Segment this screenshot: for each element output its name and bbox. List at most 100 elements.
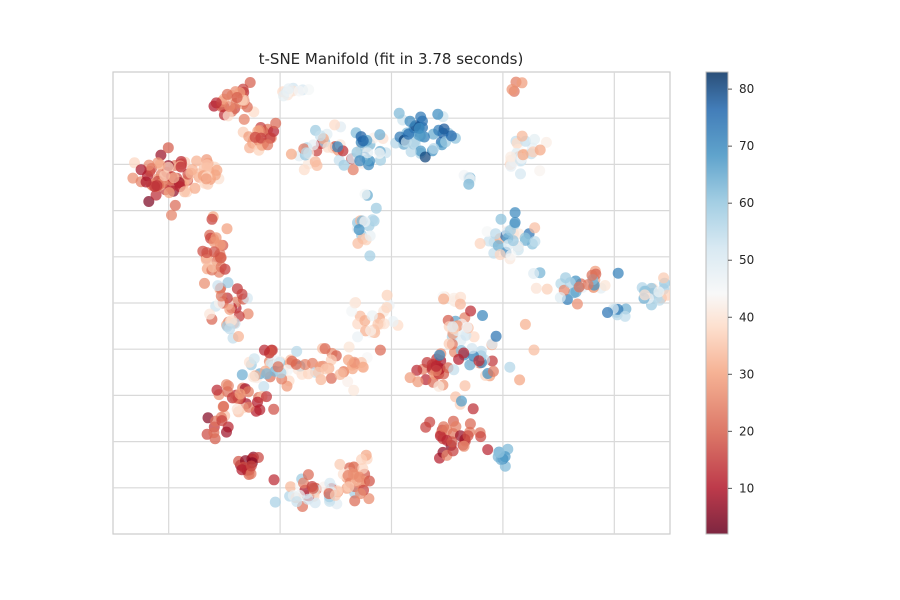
scatter-point [519,232,531,244]
scatter-point [307,139,319,151]
scatter-point [224,101,236,113]
scatter-point [159,170,171,182]
scatter-point [268,474,280,486]
scatter-point [404,115,416,127]
scatter-point [381,302,393,313]
scatter-point [355,488,366,500]
scatter-point [269,496,281,508]
scatter-point [261,368,273,380]
scatter-point [599,280,611,291]
scatter-point [381,289,393,301]
scatter-point [242,386,254,398]
scatter-point [204,308,216,320]
scatter-point [362,147,374,159]
scatter-point [231,92,243,103]
scatter-point [507,235,519,247]
scatter-point [151,180,163,192]
scatter-point [249,131,261,143]
scatter-point [505,151,517,163]
scatter-point [519,318,531,330]
scatter-point [516,130,528,142]
scatter-point [291,496,303,508]
scatter-point [258,381,270,392]
scatter-point [261,391,272,403]
chart-title: t-SNE Manifold (fit in 3.78 seconds) [259,50,524,68]
scatter-point [298,477,309,489]
scatter-point [463,178,475,190]
scatter-point [338,159,350,171]
scatter-point [504,361,516,373]
scatter-point [262,139,274,151]
scatter-point [428,143,440,154]
scatter-point [283,83,295,95]
scatter-point [329,119,341,131]
scatter-point [332,141,343,153]
scatter-point [573,281,585,293]
scatter-point [487,365,499,377]
scatter-point [329,489,341,501]
scatter-point [466,343,478,354]
scatter-point [363,475,375,487]
scatter-point [299,359,311,370]
plot-area [112,71,671,535]
scatter-point [359,216,371,228]
scatter-point [482,444,494,456]
scatter-point [528,344,540,356]
scatter-point [516,77,528,89]
scatter-point [560,272,572,284]
scatter-point [270,117,282,129]
scatter-point [364,250,376,262]
scatter-point [434,349,445,361]
scatter-point [352,331,364,343]
scatter-point [413,122,425,134]
scatter-point [175,161,187,173]
colorbar-border [705,71,729,535]
scatter-point [364,230,376,242]
scatter-point [541,283,553,295]
scatter-point [206,213,218,225]
scatter-point [351,146,363,158]
scatter-point [313,366,324,378]
scatter-point [534,165,546,177]
scatter-point [325,372,337,384]
scatter-point [208,427,220,439]
scatter-point [459,380,471,392]
scatter-point [353,224,365,236]
scatter-point [554,292,566,303]
scatter-point [464,359,476,371]
scatter-point [258,344,270,356]
scatter-point [515,168,526,180]
scatter-point [244,77,256,88]
scatter-point [370,202,382,214]
scatter-point [226,314,238,326]
scatter-point [221,223,233,235]
scatter-point [343,481,355,493]
scatter-point [236,288,248,300]
scatter-point [200,173,212,185]
scatter-point [242,308,254,320]
scatter-point [619,310,631,322]
scatter-point [582,279,594,291]
scatter-point [481,226,493,238]
scatter-point [509,217,521,228]
colorbar-tick-label: 40 [739,310,754,324]
scatter-point [285,148,297,160]
scatter-point [343,341,355,353]
scatter-point [231,403,243,415]
scatter-point [447,321,459,333]
scatter-point [290,358,302,370]
scatter-point [653,286,665,298]
scatter-point [393,107,405,119]
scatter-point [199,277,210,289]
scatter-point [357,135,369,147]
scatter-point [465,305,477,317]
scatter-point [405,146,417,158]
scatter-point [189,182,201,194]
scatter-point [387,316,399,327]
scatter-point [236,369,248,381]
scatter-point [462,430,474,442]
scatter-point [464,418,476,430]
scatter-point [357,361,369,373]
scatter-point [245,468,257,480]
scatter-point [504,224,516,236]
